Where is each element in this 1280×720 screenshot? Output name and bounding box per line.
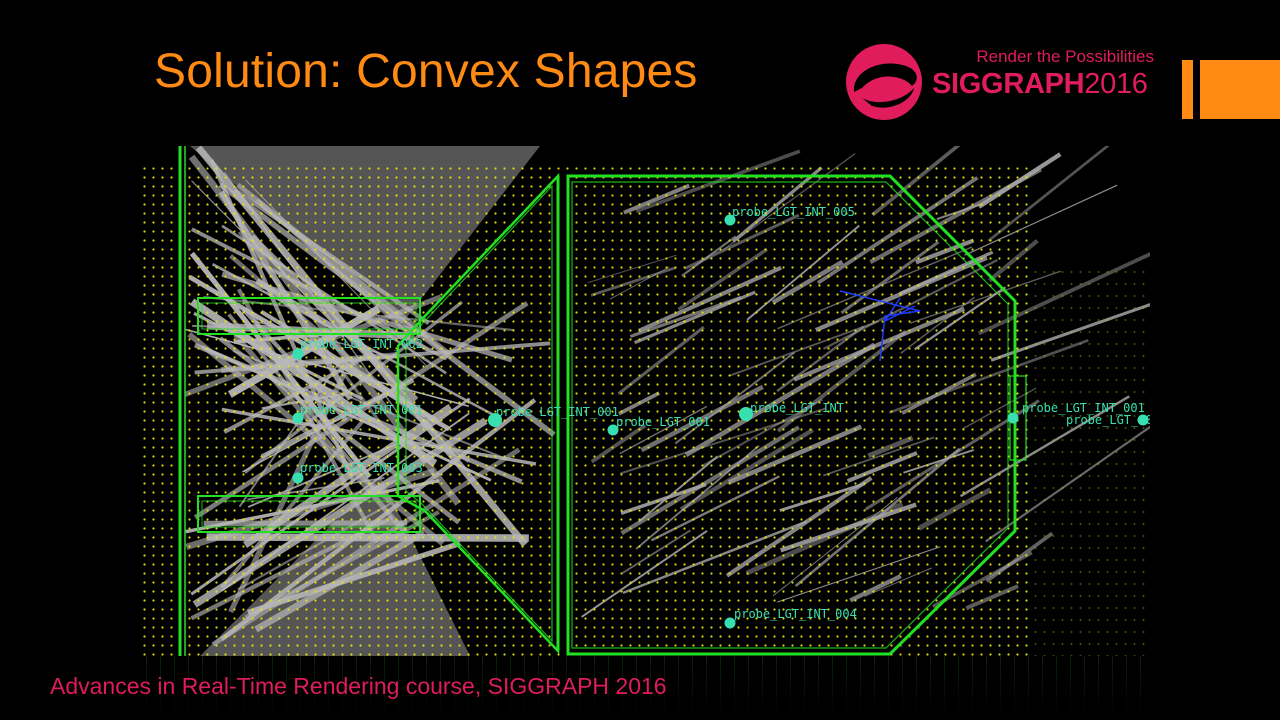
probe-grid [140,166,1030,656]
probe-label: probe_LGT_INT_001 [300,403,423,417]
probe-label: probe_LGT_INT_001 [496,405,619,419]
conference-brand: SIGGRAPH [932,68,1085,100]
probe-label: probe_LGT_001 [1066,413,1150,427]
convex-volume-octagon[interactable] [566,174,1017,656]
probe-label: probe_LGT_INT_004 [734,607,857,621]
transform-gizmo-icon[interactable] [839,290,921,362]
scene-view[interactable]: probe_LGT_INT_002probe_LGT_INT_001probe_… [140,146,1150,656]
probe-label: probe_LGT_001 [616,415,710,429]
probe-grid-outer [1030,266,1150,656]
accent-bar-wide [1200,60,1280,119]
probe-label: probe_LGT_INT_005 [732,205,855,219]
slide-title: Solution: Convex Shapes [154,45,698,98]
box-volume-top[interactable] [197,297,421,335]
brand-tagline: Render the Possibilities [976,47,1154,66]
box-volume-bottom[interactable] [197,495,421,533]
probe-marker[interactable] [724,214,736,226]
convex-volume-octagon-inner [571,181,1009,649]
probe-marker[interactable] [292,472,304,484]
siggraph-logo-mark-icon [846,44,922,120]
probe-marker[interactable] [488,413,502,427]
viewport-reflection [140,656,1150,720]
accent-bar-thin [1182,60,1193,119]
conference-name: SIGGRAPH2016 [932,68,1148,101]
probe-label: probe_LGT_INT [750,401,844,415]
probe-marker[interactable] [1137,414,1149,426]
probe-marker[interactable] [292,412,304,424]
probe-label: probe_LGT_INT_002 [300,337,423,351]
probe-marker[interactable] [292,348,304,360]
editor-viewport[interactable]: probe_LGT_INT_002 probe_LGT_INT_001 probe_… [140,146,1150,656]
light-probes: probe_LGT_INT_002probe_LGT_INT_001probe_… [292,205,1150,629]
convex-volume-left-inner [405,184,553,643]
probe-label: probe_LGT_INT_001 [1022,401,1145,415]
siggraph-brand: Render the Possibilities SIGGRAPH2016 [842,40,1162,124]
probe-marker[interactable] [724,617,736,629]
probe-marker[interactable] [739,407,753,421]
slide-footer: Advances in Real-Time Rendering course, … [50,673,667,699]
probe-marker[interactable] [1007,412,1019,424]
probe-marker[interactable] [607,424,619,436]
conference-year: 2016 [1084,68,1148,100]
probe-label: probe_LGT_INT_003 [300,461,423,475]
